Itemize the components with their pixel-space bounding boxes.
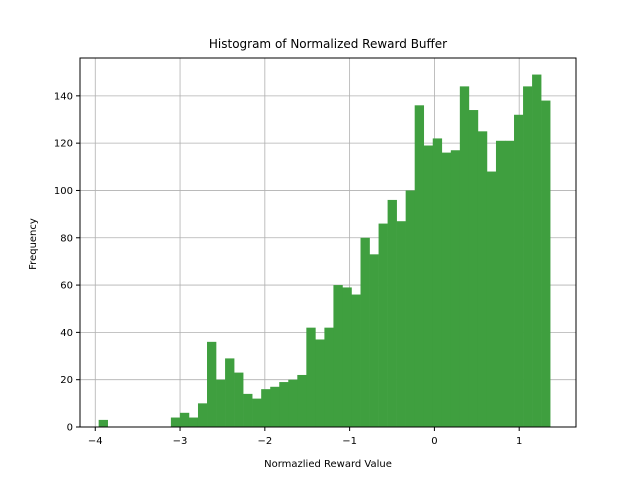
y-tick-label: 80: [60, 233, 73, 244]
histogram-bar: [225, 358, 235, 427]
histogram-bar: [270, 386, 280, 427]
histogram-bar: [333, 285, 343, 427]
histogram-bar: [486, 171, 497, 427]
y-tick-label: 0: [67, 423, 73, 434]
histogram-bar: [523, 86, 533, 427]
histogram-bar: [234, 372, 244, 427]
x-tick-label: 1: [516, 436, 522, 447]
histogram-bar: [197, 403, 208, 427]
y-tick-label: 60: [60, 281, 73, 292]
histogram-bar: [414, 105, 425, 428]
histogram-bar: [514, 114, 524, 428]
plot-frame: [79, 57, 577, 428]
histogram-bar: [387, 199, 397, 427]
histogram-bar: [369, 254, 379, 427]
histogram-bar: [342, 287, 352, 427]
x-tick-label: 0: [431, 436, 437, 447]
histogram-bar: [459, 86, 470, 427]
histogram-bar: [324, 327, 334, 427]
histogram-bar: [179, 412, 190, 427]
histogram-bar: [351, 294, 361, 427]
histogram-bar: [261, 389, 271, 427]
histogram-bar: [468, 110, 479, 428]
histogram-bar: [170, 417, 181, 427]
x-tick-label: −2: [257, 436, 272, 447]
histogram-bar: [360, 237, 370, 427]
histogram-bar: [477, 131, 488, 428]
y-tick-label: 100: [54, 186, 73, 197]
y-tick-label: 120: [54, 139, 73, 150]
histogram-bar: [441, 152, 452, 427]
histogram-bar: [188, 417, 199, 427]
histogram-bar: [315, 339, 325, 427]
histogram-bar: [279, 382, 289, 427]
histogram-bar: [216, 379, 226, 427]
y-tick-label: 140: [54, 91, 73, 102]
histogram-bar: [396, 221, 406, 427]
histogram-bar: [432, 138, 443, 427]
x-tick-label: −3: [173, 436, 188, 447]
histogram-bar: [495, 140, 506, 428]
histogram-bar: [306, 327, 316, 427]
y-tick-label: 40: [60, 328, 73, 339]
y-tick-label: 20: [60, 375, 73, 386]
histogram-bar: [207, 341, 217, 427]
histogram-bar: [378, 223, 388, 427]
histogram-bar: [98, 419, 108, 427]
histogram-bar: [423, 145, 434, 427]
histogram-bar: [297, 374, 307, 427]
histogram-bar: [504, 140, 515, 428]
histogram-bar: [288, 379, 298, 427]
histogram-bar: [450, 150, 461, 427]
chart-title: Histogram of Normalized Reward Buffer: [209, 37, 447, 51]
y-axis-label: Frequency: [28, 218, 39, 270]
histogram-bar: [243, 393, 253, 427]
x-tick-label: −1: [342, 436, 357, 447]
histogram-bar: [252, 398, 262, 427]
x-axis-label: Normazlied Reward Value: [264, 459, 392, 470]
histogram-bar: [405, 190, 415, 427]
histogram-bar: [532, 74, 542, 428]
histogram-bar: [541, 100, 551, 428]
x-tick-label: −4: [88, 436, 103, 447]
histogram-bars: [98, 74, 551, 428]
